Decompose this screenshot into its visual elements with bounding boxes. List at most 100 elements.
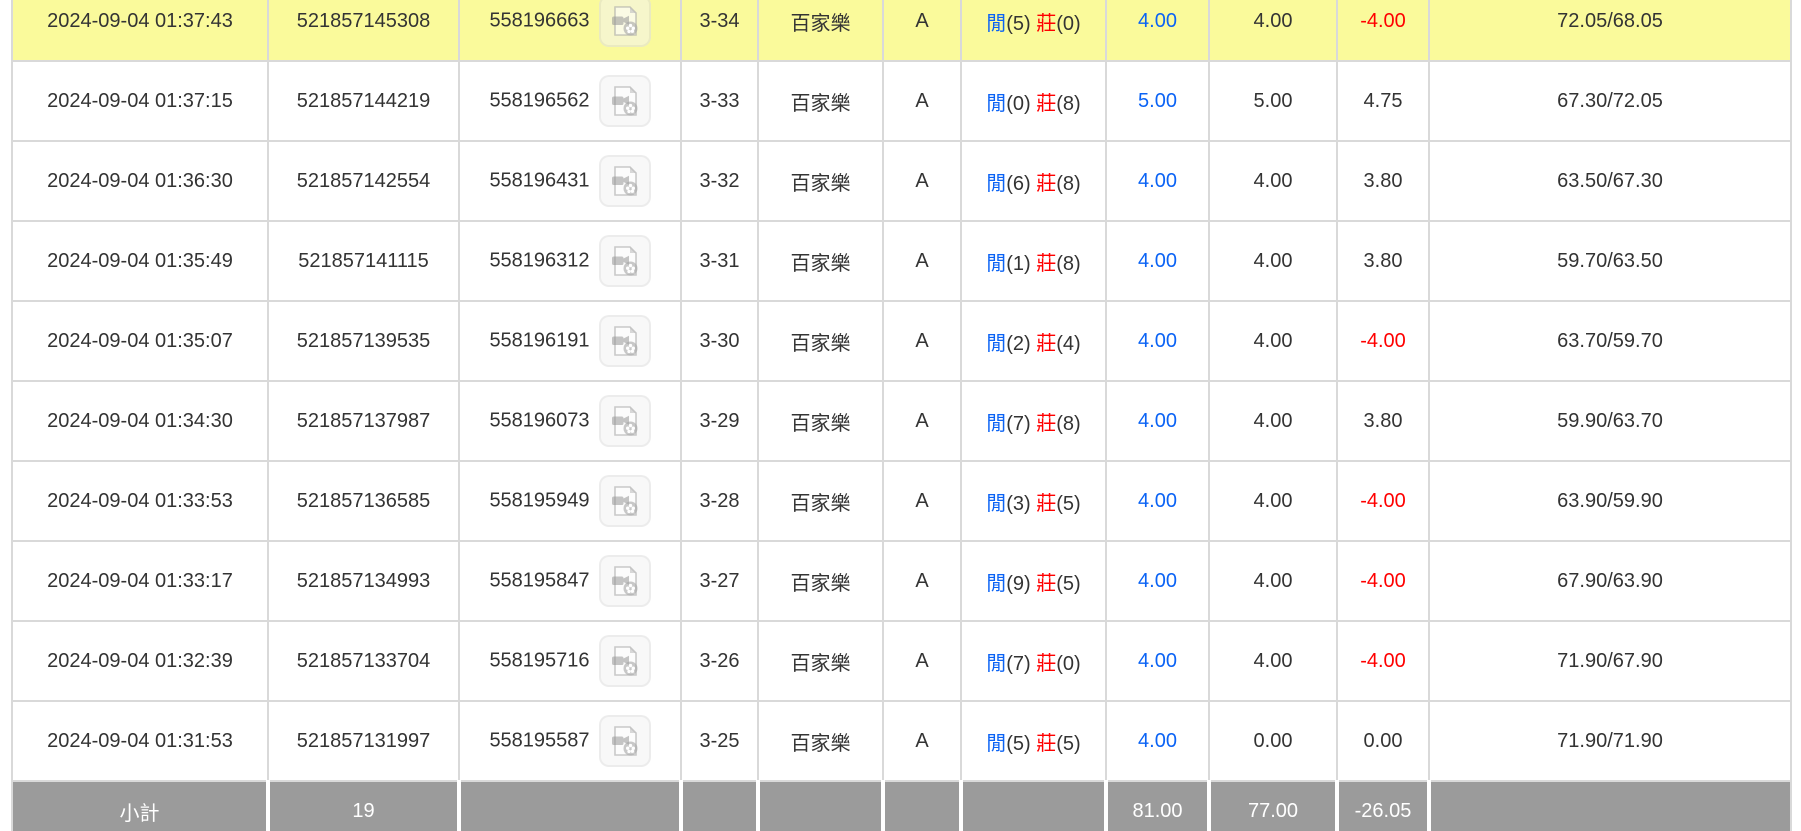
round-id-text: 558196431 bbox=[489, 169, 590, 192]
table-row[interactable]: 2024-09-04 01:36:30 521857142554 558196431… bbox=[11, 140, 1792, 222]
video-replay-button[interactable] bbox=[598, 475, 651, 527]
bet-time-cell: 2024-09-04 01:37:15 bbox=[11, 60, 269, 142]
bet-amount-cell: 4.00 bbox=[1105, 620, 1210, 702]
table-row[interactable]: 2024-09-04 01:33:17 521857134993 558195847… bbox=[11, 540, 1792, 622]
table-row[interactable]: 2024-09-04 01:35:49 521857141115 558196312… bbox=[11, 220, 1792, 302]
video-replay-button[interactable] bbox=[598, 635, 651, 687]
balance-cell: 67.30/72.05 bbox=[1428, 60, 1792, 142]
balance-cell: 71.90/67.90 bbox=[1428, 620, 1792, 702]
result-cell: 閒(5) 莊(0) bbox=[960, 0, 1107, 62]
bet-id-cell: 521857141115 bbox=[267, 220, 460, 302]
player-label: 閒 bbox=[986, 172, 1007, 195]
bet-amount-cell: 4.00 bbox=[1105, 700, 1210, 782]
video-file-icon bbox=[611, 566, 638, 596]
table-round-cell: 3-31 bbox=[680, 220, 759, 302]
round-id-cell: 558196663 bbox=[458, 0, 682, 62]
bet-id-cell: 521857139535 bbox=[267, 300, 460, 382]
round-id-text: 558195949 bbox=[489, 489, 590, 512]
game-name-cell: 百家樂 bbox=[757, 220, 884, 302]
bet-id-cell: 521857137987 bbox=[267, 380, 460, 462]
bet-time-cell: 2024-09-04 01:31:53 bbox=[11, 700, 269, 782]
bet-time-cell: 2024-09-04 01:33:53 bbox=[11, 460, 269, 542]
table-round-cell: 3-33 bbox=[680, 60, 759, 142]
bet-amount-cell: 4.00 bbox=[1105, 380, 1210, 462]
video-replay-button[interactable] bbox=[598, 155, 651, 207]
player-label: 閒 bbox=[986, 92, 1007, 115]
round-id-cell: 558195716 bbox=[458, 620, 682, 702]
round-id-text: 558195716 bbox=[489, 649, 590, 672]
balance-cell: 72.05/68.05 bbox=[1428, 0, 1792, 62]
valid-amount-cell: 4.00 bbox=[1208, 140, 1338, 222]
valid-amount-cell: 0.00 bbox=[1208, 700, 1338, 782]
bet-amount-cell: 4.00 bbox=[1105, 220, 1210, 302]
video-replay-button[interactable] bbox=[598, 235, 651, 287]
bet-records-table: 2024-09-04 01:37:43 521857145308 558196663… bbox=[11, 0, 1792, 831]
result-cell: 閒(3) 莊(5) bbox=[960, 460, 1107, 542]
valid-amount-cell: 4.00 bbox=[1208, 380, 1338, 462]
winloss-cell: 3.80 bbox=[1336, 140, 1430, 222]
table-round-cell: 3-32 bbox=[680, 140, 759, 222]
table-row[interactable]: 2024-09-04 01:32:39 521857133704 558195716… bbox=[11, 620, 1792, 702]
balance-cell: 63.90/59.90 bbox=[1428, 460, 1792, 542]
subtotal-winloss-total: -26.05 bbox=[1335, 780, 1431, 831]
table-row[interactable]: 2024-09-04 01:37:43 521857145308 558196663… bbox=[11, 0, 1792, 62]
bet-id-cell: 521857144219 bbox=[267, 60, 460, 142]
player-label: 閒 bbox=[986, 252, 1007, 275]
valid-amount-cell: 4.00 bbox=[1208, 0, 1338, 62]
result-cell: 閒(0) 莊(8) bbox=[960, 60, 1107, 142]
subtotal-empty-cell bbox=[959, 780, 1108, 831]
video-replay-button[interactable] bbox=[598, 0, 651, 47]
player-label: 閒 bbox=[986, 332, 1007, 355]
video-replay-button[interactable] bbox=[598, 715, 651, 767]
balance-cell: 63.70/59.70 bbox=[1428, 300, 1792, 382]
video-replay-button[interactable] bbox=[598, 555, 651, 607]
valid-amount-cell: 4.00 bbox=[1208, 220, 1338, 302]
player-label: 閒 bbox=[986, 572, 1007, 595]
balance-cell: 59.90/63.70 bbox=[1428, 380, 1792, 462]
banker-label: 莊 bbox=[1036, 172, 1057, 195]
video-replay-button[interactable] bbox=[598, 315, 651, 367]
table-code-cell: A bbox=[882, 60, 962, 142]
table-row[interactable]: 2024-09-04 01:35:07 521857139535 558196191… bbox=[11, 300, 1792, 382]
bet-id-cell: 521857131997 bbox=[267, 700, 460, 782]
game-name-cell: 百家樂 bbox=[757, 380, 884, 462]
result-cell: 閒(1) 莊(8) bbox=[960, 220, 1107, 302]
balance-cell: 59.70/63.50 bbox=[1428, 220, 1792, 302]
winloss-cell: 0.00 bbox=[1336, 700, 1430, 782]
subtotal-bet-total: 81.00 bbox=[1104, 780, 1211, 831]
video-replay-button[interactable] bbox=[598, 395, 651, 447]
table-row[interactable]: 2024-09-04 01:34:30 521857137987 558196073… bbox=[11, 380, 1792, 462]
table-row[interactable]: 2024-09-04 01:33:53 521857136585 558195949… bbox=[11, 460, 1792, 542]
round-id-cell: 558196312 bbox=[458, 220, 682, 302]
table-code-cell: A bbox=[882, 140, 962, 222]
table-row[interactable]: 2024-09-04 01:31:53 521857131997 558195587… bbox=[11, 700, 1792, 782]
valid-amount-cell: 5.00 bbox=[1208, 60, 1338, 142]
game-name-cell: 百家樂 bbox=[757, 460, 884, 542]
subtotal-empty-cell bbox=[756, 780, 885, 831]
balance-cell: 67.90/63.90 bbox=[1428, 540, 1792, 622]
round-id-text: 558196663 bbox=[489, 9, 590, 32]
video-file-icon bbox=[611, 166, 638, 196]
round-id-cell: 558195847 bbox=[458, 540, 682, 622]
banker-label: 莊 bbox=[1036, 652, 1057, 675]
table-round-cell: 3-29 bbox=[680, 380, 759, 462]
banker-label: 莊 bbox=[1036, 12, 1057, 35]
table-row[interactable]: 2024-09-04 01:37:15 521857144219 558196562… bbox=[11, 60, 1792, 142]
result-cell: 閒(6) 莊(8) bbox=[960, 140, 1107, 222]
player-label: 閒 bbox=[986, 12, 1007, 35]
bet-amount-cell: 4.00 bbox=[1105, 140, 1210, 222]
winloss-cell: 3.80 bbox=[1336, 380, 1430, 462]
bet-time-cell: 2024-09-04 01:35:07 bbox=[11, 300, 269, 382]
table-round-cell: 3-27 bbox=[680, 540, 759, 622]
valid-amount-cell: 4.00 bbox=[1208, 540, 1338, 622]
video-file-icon bbox=[611, 246, 638, 276]
balance-cell: 71.90/71.90 bbox=[1428, 700, 1792, 782]
table-code-cell: A bbox=[882, 700, 962, 782]
subtotal-empty-cell bbox=[881, 780, 963, 831]
subtotal-label: 小計 bbox=[11, 780, 270, 831]
video-replay-button[interactable] bbox=[598, 75, 651, 127]
round-id-cell: 558195587 bbox=[458, 700, 682, 782]
round-id-text: 558196562 bbox=[489, 89, 590, 112]
table-round-cell: 3-34 bbox=[680, 0, 759, 62]
result-cell: 閒(7) 莊(8) bbox=[960, 380, 1107, 462]
